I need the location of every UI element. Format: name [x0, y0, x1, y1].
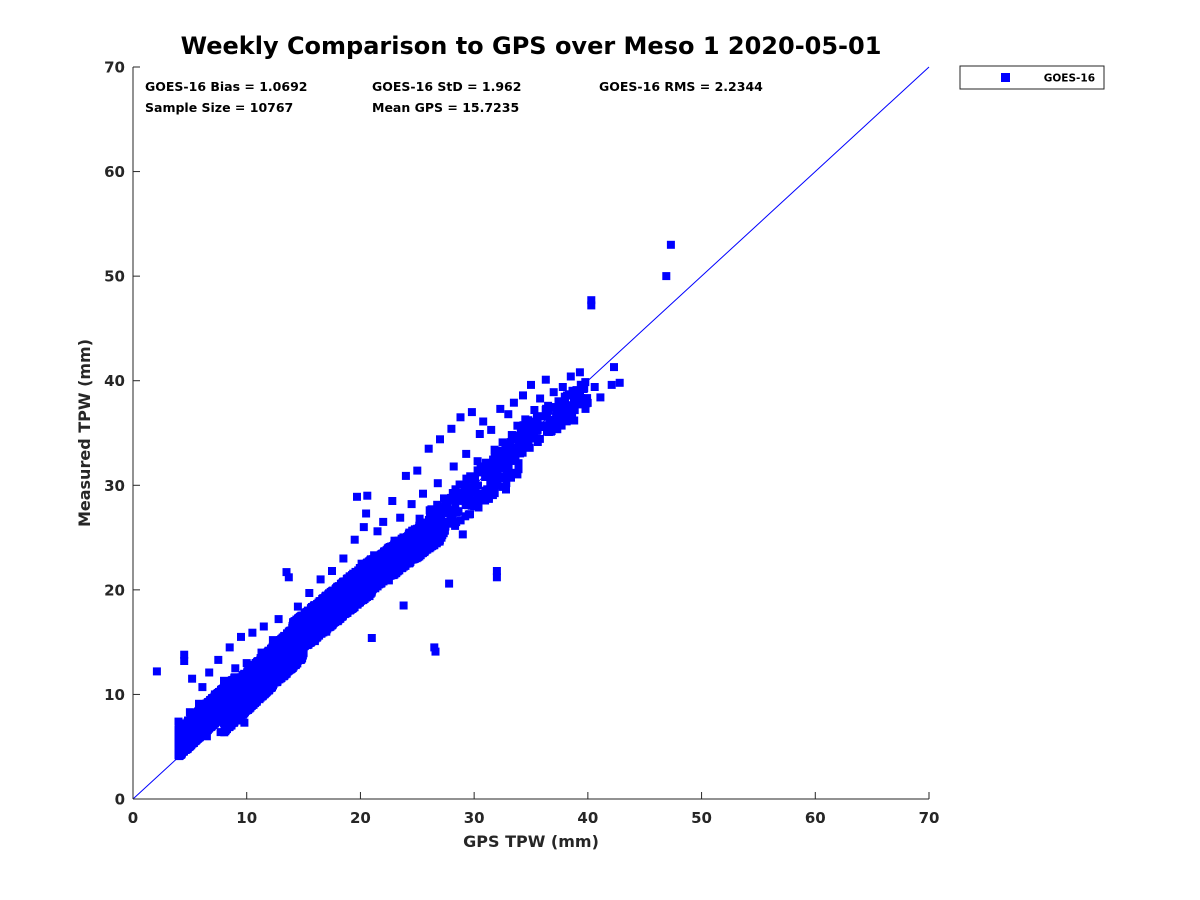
cluster-point-0: [198, 720, 207, 729]
cluster-point-0: [194, 711, 203, 720]
stat-std: GOES-16 StD = 1.962: [372, 79, 521, 94]
cluster-point-0: [176, 737, 184, 746]
cluster-point-0: [189, 737, 198, 746]
stat-mean-gps: Mean GPS = 15.7235: [372, 100, 519, 115]
cluster-point-0: [203, 700, 212, 709]
cluster-point-0: [213, 716, 222, 725]
cluster-point-0: [178, 725, 187, 734]
stat-bias: GOES-16 Bias = 1.0692: [145, 79, 307, 94]
cluster-point-0: [198, 728, 207, 737]
cluster-point-0: [203, 709, 212, 718]
cluster-point-0: [192, 732, 201, 741]
stat-rms: GOES-16 RMS = 2.2344: [599, 79, 763, 94]
stat-sample-size: Sample Size = 10767: [145, 100, 293, 115]
cluster-point-0: [179, 720, 188, 729]
stats-block: GOES-16 Bias = 1.0692 GOES-16 StD = 1.96…: [145, 79, 763, 115]
cluster-point-0: [187, 727, 196, 736]
cluster-point-0: [207, 718, 216, 727]
cluster-point-0: [187, 720, 196, 728]
scatter-points: [152, 240, 675, 761]
chart-title: Weekly Comparison to GPS over Meso 1 202…: [181, 32, 882, 60]
cluster-point-0: [199, 705, 207, 714]
